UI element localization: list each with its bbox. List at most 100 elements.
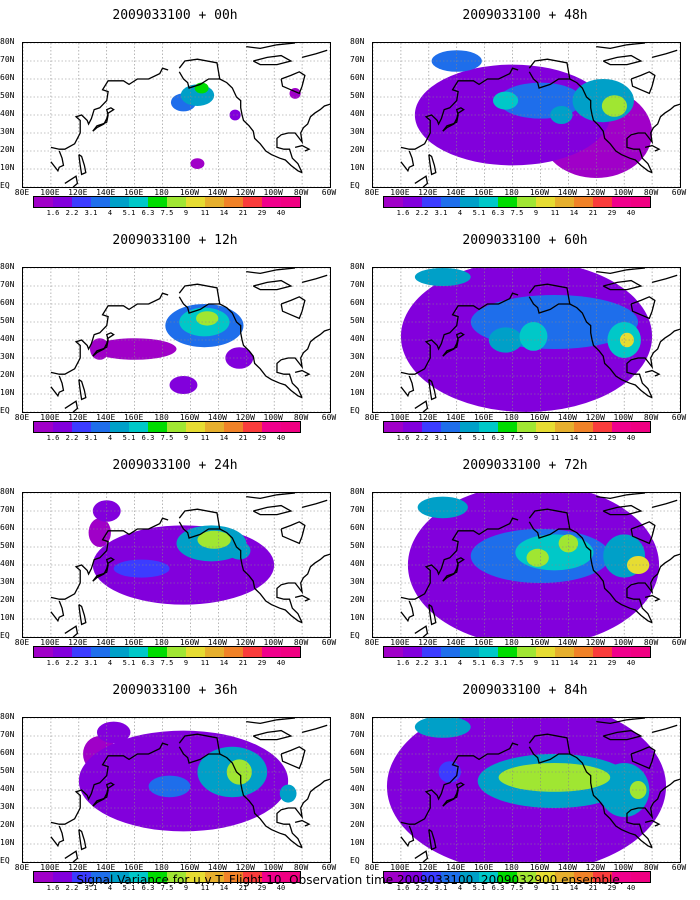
map-area (22, 492, 331, 638)
colorbar-label: 1.6 (46, 884, 60, 892)
colorbar-swatch (422, 197, 441, 207)
panel-title: 2009033100 + 36h (112, 683, 238, 698)
lat-label: 80N (0, 262, 15, 271)
lon-label: 120W (585, 638, 605, 647)
lon-label: 120E (68, 413, 88, 422)
colorbar-swatch (498, 422, 517, 432)
colorbar-swatch (498, 197, 517, 207)
colorbar-swatch (403, 422, 422, 432)
colorbar (383, 646, 651, 658)
lon-label: 80W (643, 413, 659, 422)
colorbar-label: 4 (457, 659, 463, 667)
coastline (280, 71, 306, 95)
coastline (644, 144, 661, 152)
colorbar (383, 196, 651, 208)
colorbar-swatch (129, 872, 148, 882)
colorbar-swatch (517, 422, 536, 432)
lon-label: 80W (643, 863, 659, 872)
lat-label: 60N (350, 73, 365, 82)
colorbar-swatch (262, 872, 281, 882)
colorbar-swatch (403, 872, 422, 882)
colorbar-label: 14 (569, 884, 579, 892)
colorbar-swatch (167, 422, 186, 432)
coastline (78, 154, 87, 176)
colorbar-swatch (498, 647, 517, 657)
colorbar-swatch (281, 197, 300, 207)
map-svg (23, 718, 330, 862)
lon-label: 120E (418, 863, 438, 872)
map-area (372, 267, 681, 413)
colorbar-swatch (517, 647, 536, 657)
colorbar (33, 646, 301, 658)
lat-label: EQ (350, 181, 360, 190)
colorbar-swatch (205, 647, 224, 657)
lat-label: 70N (0, 505, 15, 514)
variance-contour (601, 95, 627, 117)
colorbar-swatch (403, 647, 422, 657)
lon-label: 120W (585, 863, 605, 872)
map-panel: 2009033100 + 24h 80N 70N 60N 50N 40N 30N 20N 10N… (0, 450, 350, 675)
lat-label: 80N (350, 712, 365, 721)
lat-label: 10N (0, 388, 15, 397)
colorbar-label: 2.2 (415, 434, 429, 442)
coastline (602, 54, 643, 66)
coastline (414, 850, 429, 862)
colorbar-label: 6.3 (141, 884, 155, 892)
colorbar-swatch (205, 872, 224, 882)
variance-contour (229, 109, 241, 121)
lon-label: 140E (446, 413, 466, 422)
lat-label: EQ (350, 406, 360, 415)
colorbar-label: 4 (457, 209, 463, 217)
coastline (569, 303, 653, 399)
coastline (50, 825, 65, 848)
colorbar-label: 1.6 (396, 884, 410, 892)
coastline (400, 517, 519, 600)
colorbar-label: 21 (238, 659, 248, 667)
lat-label: 60N (350, 523, 365, 532)
lon-label: 180 (504, 638, 519, 647)
lat-label: 60N (0, 73, 15, 82)
coastline (92, 557, 115, 582)
lat-label: EQ (0, 406, 10, 415)
colorbar-swatch (631, 647, 650, 657)
coastline (651, 274, 678, 284)
colorbar-label: 1.6 (396, 659, 410, 667)
colorbar-label: 3.1 (434, 434, 448, 442)
coastline (64, 400, 79, 412)
colorbar-label: 2.2 (65, 884, 79, 892)
coastline (442, 557, 465, 582)
lon-label: 180 (504, 863, 519, 872)
lon-label: 140E (96, 413, 116, 422)
colorbar-label: 21 (588, 209, 598, 217)
coastline (92, 332, 115, 357)
lon-label: 160W (179, 638, 200, 647)
colorbar-swatch (574, 197, 593, 207)
coastline (569, 753, 653, 849)
colorbar-label: 9 (183, 884, 189, 892)
colorbar-swatch (403, 197, 422, 207)
colorbar-swatch (422, 872, 441, 882)
lat-label: 20N (350, 820, 365, 829)
colorbar-swatch (384, 647, 403, 657)
colorbar-label: 6.3 (141, 209, 155, 217)
colorbar-label: 11 (200, 884, 210, 892)
lon-label: 160W (529, 188, 550, 197)
coastline (219, 753, 303, 849)
coastline (528, 733, 571, 764)
colorbar-swatch (91, 872, 110, 882)
coastline (252, 279, 293, 291)
colorbar-label: 14 (569, 434, 579, 442)
colorbar-swatch (612, 197, 631, 207)
lon-label: 60W (671, 863, 687, 872)
lon-label: 80E (14, 188, 30, 197)
colorbar-swatch (631, 872, 650, 882)
colorbar-label: 3.1 (84, 434, 98, 442)
lon-label: 80W (293, 188, 309, 197)
lon-label: 80E (14, 863, 30, 872)
coastline (64, 625, 79, 637)
lat-label: 70N (0, 55, 15, 64)
variance-contour (526, 548, 549, 567)
lat-label: 20N (0, 820, 15, 829)
colorbar-swatch (536, 872, 555, 882)
lat-label: EQ (350, 856, 360, 865)
